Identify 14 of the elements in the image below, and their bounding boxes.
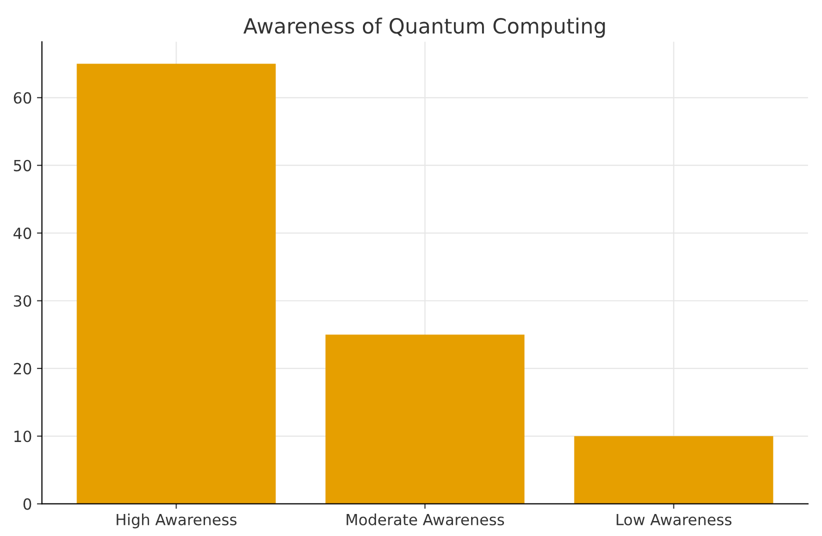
bar [325, 334, 524, 504]
bar [76, 64, 276, 504]
y-tick-label: 20 [14, 362, 32, 374]
x-tick-label: High Awareness [116, 514, 236, 528]
y-tick-label: 40 [14, 228, 32, 240]
y-tick-label: 10 [14, 430, 32, 442]
y-tick-label: 60 [14, 92, 32, 104]
chart-title: Awareness of Quantum Computing [243, 18, 605, 38]
y-tick-label: 50 [14, 160, 32, 172]
bar [574, 436, 774, 504]
x-tick-label: Low Awareness [616, 514, 732, 526]
y-tick-label: 30 [14, 295, 32, 307]
x-tick-label: Moderate Awareness [346, 514, 504, 526]
y-tick-label: 0 [23, 498, 32, 510]
